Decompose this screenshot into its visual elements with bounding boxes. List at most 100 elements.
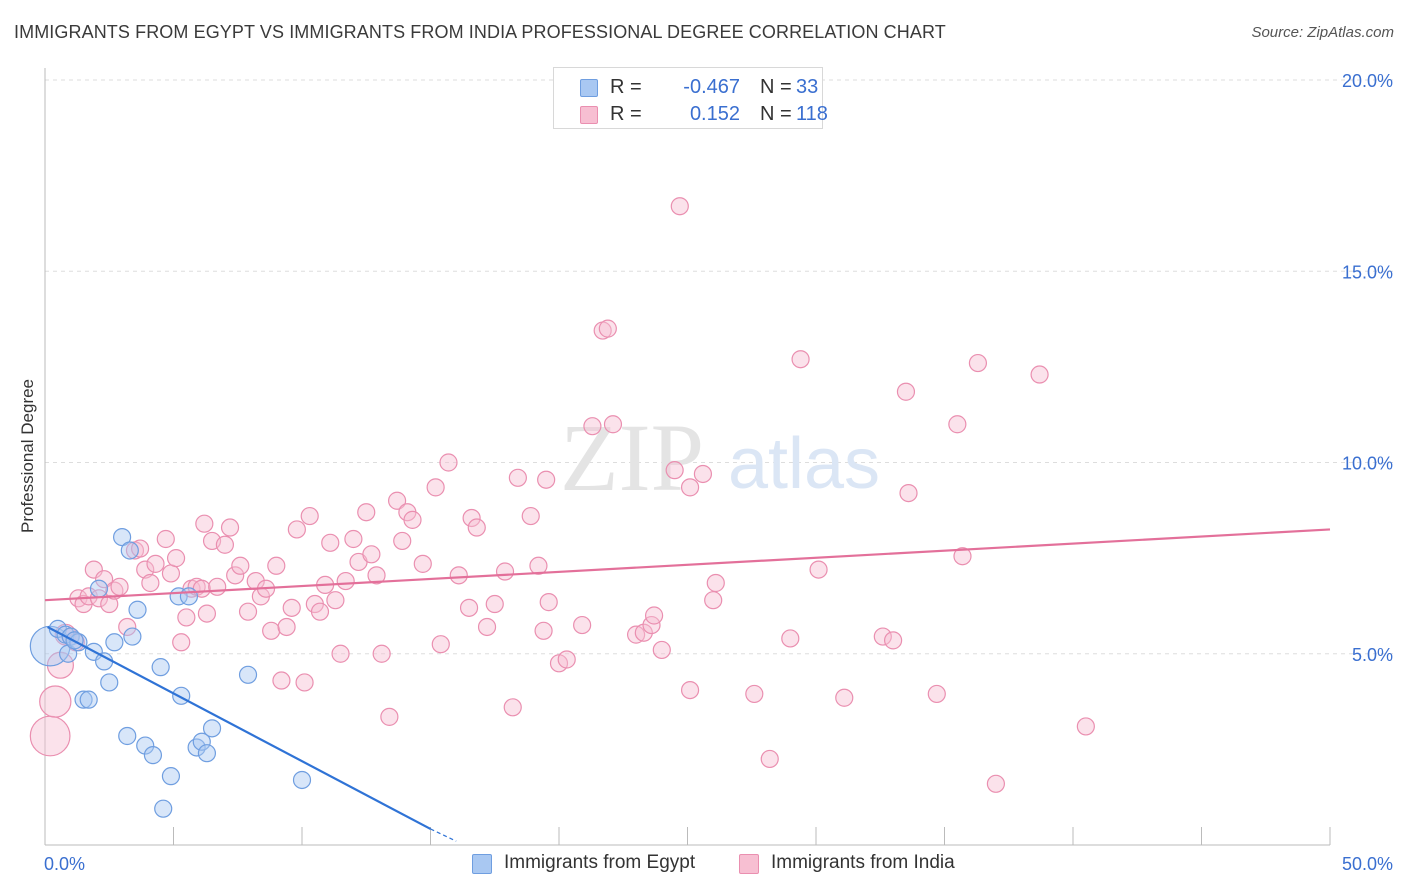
india-point xyxy=(372,644,391,663)
india-point xyxy=(431,635,450,654)
series-egypt-points xyxy=(29,527,312,818)
india-point xyxy=(670,197,689,216)
india-point xyxy=(357,503,376,522)
egypt-point xyxy=(105,633,124,652)
india-point xyxy=(706,573,725,593)
egypt-point xyxy=(154,799,173,818)
r-value: -0.467 xyxy=(683,76,740,98)
tick-labels: 5.0% 10.0% 15.0% 20.0% 0.0% 50.0% xyxy=(44,71,1393,874)
india-point xyxy=(477,617,497,637)
egypt-point xyxy=(74,690,93,709)
egypt-point xyxy=(179,587,199,606)
egypt-point xyxy=(79,690,98,709)
india-point xyxy=(953,547,972,566)
india-point xyxy=(534,621,553,640)
india-point xyxy=(344,529,363,549)
india-point xyxy=(172,633,191,652)
india-point xyxy=(467,518,486,537)
india-point xyxy=(387,491,407,510)
india-point xyxy=(136,560,155,579)
egypt-point xyxy=(100,673,119,692)
india-point xyxy=(485,594,504,614)
trend-lines xyxy=(44,528,1331,842)
egypt-point xyxy=(197,744,217,763)
india-point xyxy=(413,554,432,573)
india-point xyxy=(652,640,671,660)
egypt-point xyxy=(95,652,114,671)
legend-label-india: Immigrants from India xyxy=(771,852,955,873)
india-point xyxy=(310,602,330,621)
india-point xyxy=(426,478,445,497)
india-point xyxy=(439,453,458,472)
india-point xyxy=(326,591,345,610)
india-point xyxy=(161,564,181,583)
india-point xyxy=(331,644,350,663)
egypt-point xyxy=(118,726,137,746)
egypt-point xyxy=(192,732,211,751)
india-swatch xyxy=(580,106,598,124)
india-point xyxy=(948,415,967,434)
india-legend-swatch xyxy=(739,854,759,874)
egypt-point xyxy=(238,665,258,684)
axes xyxy=(44,68,1331,846)
india-point xyxy=(873,627,892,646)
india-point xyxy=(809,560,828,579)
n-label: N = xyxy=(760,103,792,125)
india-point xyxy=(208,577,227,596)
n-value: 33 xyxy=(796,76,819,98)
egypt-point xyxy=(202,719,222,738)
egypt-point xyxy=(161,767,181,786)
n-label: N = xyxy=(760,76,792,98)
india-point xyxy=(295,673,314,692)
india-point xyxy=(226,566,245,585)
india-point xyxy=(95,570,114,589)
india-point xyxy=(287,520,306,539)
india-point xyxy=(968,353,988,373)
india-point xyxy=(781,629,800,648)
india-point xyxy=(462,508,481,528)
egypt-point xyxy=(123,627,142,646)
india-point xyxy=(29,715,71,757)
india-point xyxy=(521,506,540,526)
india-point xyxy=(598,319,617,338)
india-point xyxy=(367,566,386,585)
india-point xyxy=(557,650,576,669)
india-point xyxy=(503,698,522,717)
india-point xyxy=(195,514,214,533)
india-point xyxy=(380,707,399,726)
india-point xyxy=(146,554,165,573)
india-point xyxy=(537,470,556,489)
india-point xyxy=(393,531,412,551)
india-point xyxy=(277,617,296,637)
r-label: R = xyxy=(610,76,642,98)
india-point xyxy=(300,506,319,526)
india-point xyxy=(573,615,592,635)
y-tick-label: 10.0% xyxy=(1342,454,1393,474)
egypt-trend-line xyxy=(47,626,432,830)
india-point xyxy=(529,556,548,575)
india-point xyxy=(986,774,1006,793)
india-point xyxy=(644,606,664,625)
egypt-trend-extension xyxy=(430,828,457,842)
legend-label-egypt: Immigrants from Egypt xyxy=(504,852,696,873)
n-value: 118 xyxy=(796,103,828,125)
stats-legend: R = -0.467 N = 33 R = 0.152 N = 118 xyxy=(553,67,828,129)
india-point xyxy=(927,684,946,704)
egypt-point xyxy=(89,579,109,598)
r-value: 0.152 xyxy=(689,103,740,125)
india-point xyxy=(267,556,286,575)
india-point xyxy=(197,604,217,623)
source-label: Source: ZipAtlas.com xyxy=(1251,24,1394,41)
india-point xyxy=(899,484,918,503)
india-point xyxy=(883,631,903,650)
india-trend-line xyxy=(44,528,1331,602)
india-point xyxy=(835,688,854,707)
egypt-point xyxy=(151,658,170,677)
india-point xyxy=(321,533,340,552)
egypt-point xyxy=(112,527,132,547)
india-point xyxy=(634,623,653,642)
india-point xyxy=(166,549,186,568)
india-point xyxy=(177,608,196,627)
india-point xyxy=(680,680,700,700)
